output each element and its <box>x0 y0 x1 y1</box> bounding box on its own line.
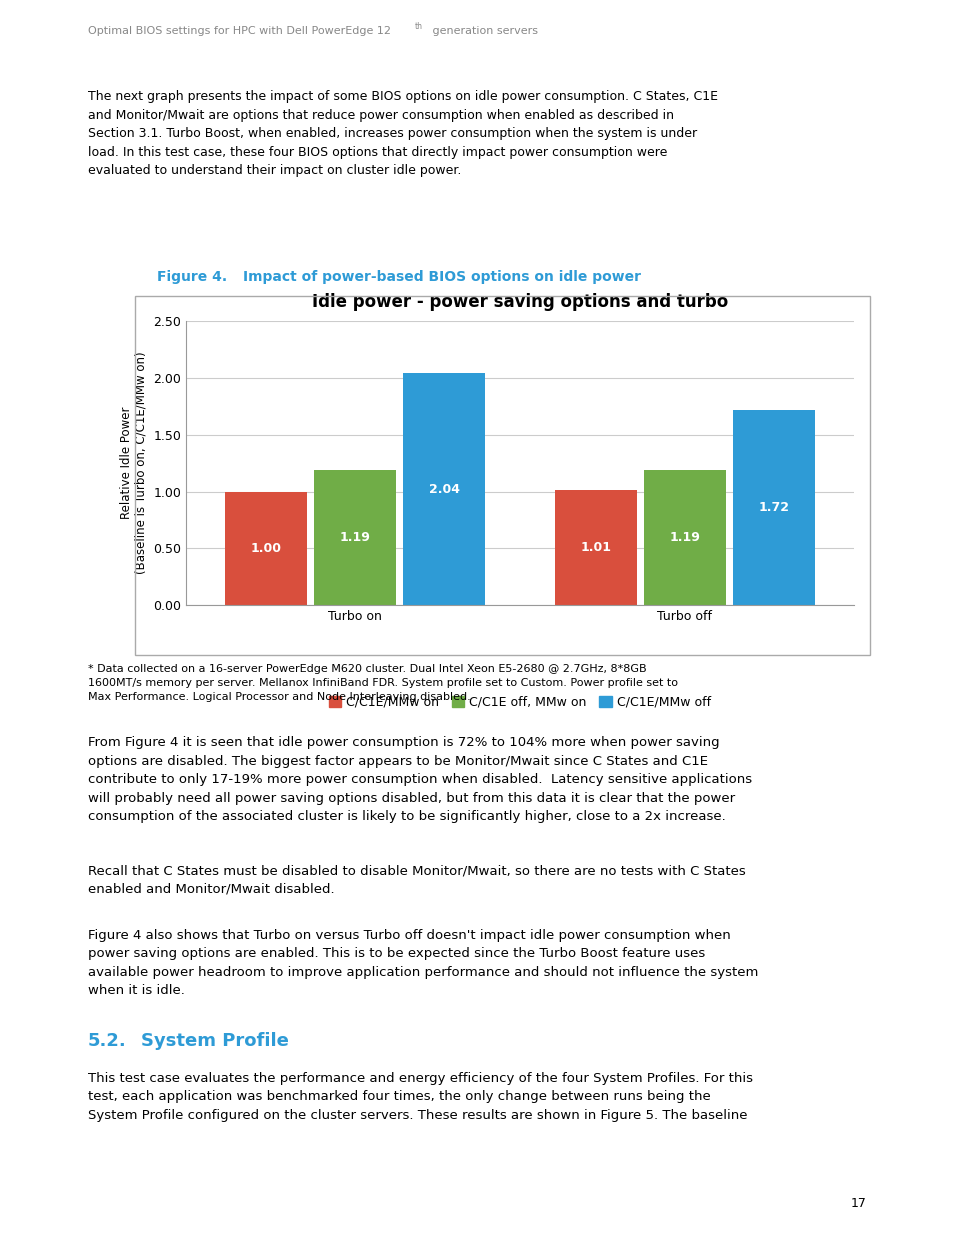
Text: 1.72: 1.72 <box>758 501 788 514</box>
Text: th: th <box>415 22 422 31</box>
Text: 1.01: 1.01 <box>579 541 611 555</box>
Text: 17: 17 <box>849 1197 865 1210</box>
Text: System Profile: System Profile <box>141 1032 289 1051</box>
Text: 5.2.: 5.2. <box>88 1032 127 1051</box>
Y-axis label: Relative Idle Power
(Baseline is Turbo on, C/C1E/MMw on): Relative Idle Power (Baseline is Turbo o… <box>119 352 148 574</box>
Text: The next graph presents the impact of some BIOS options on idle power consumptio: The next graph presents the impact of so… <box>88 90 717 177</box>
Bar <box>225 492 307 605</box>
Bar <box>314 471 395 605</box>
Text: 2.04: 2.04 <box>428 483 459 495</box>
Bar <box>643 471 725 605</box>
Text: generation servers: generation servers <box>429 26 537 36</box>
Text: This test case evaluates the performance and energy efficiency of the four Syste: This test case evaluates the performance… <box>88 1072 752 1121</box>
Bar <box>554 490 636 605</box>
Text: Figure 4 also shows that Turbo on versus Turbo off doesn't impact idle power con: Figure 4 also shows that Turbo on versus… <box>88 929 758 997</box>
Title: Idle power - power saving options and turbo: Idle power - power saving options and tu… <box>312 293 727 311</box>
Text: Optimal BIOS settings for HPC with Dell PowerEdge 12: Optimal BIOS settings for HPC with Dell … <box>88 26 391 36</box>
Text: 1.19: 1.19 <box>668 531 700 545</box>
Legend: C/C1E/MMw on, C/C1E off, MMw on, C/C1E/MMw off: C/C1E/MMw on, C/C1E off, MMw on, C/C1E/M… <box>324 690 715 714</box>
Text: From Figure 4 it is seen that idle power consumption is 72% to 104% more when po: From Figure 4 it is seen that idle power… <box>88 736 751 823</box>
Text: * Data collected on a 16-server PowerEdge M620 cluster. Dual Intel Xeon E5-2680 : * Data collected on a 16-server PowerEdg… <box>88 664 677 701</box>
Text: 1.00: 1.00 <box>251 542 281 555</box>
Text: Figure 4.: Figure 4. <box>157 270 228 284</box>
Bar <box>732 410 814 605</box>
Text: 1.19: 1.19 <box>339 531 371 545</box>
Text: Impact of power-based BIOS options on idle power: Impact of power-based BIOS options on id… <box>243 270 640 284</box>
Bar <box>403 373 485 605</box>
Text: Recall that C States must be disabled to disable Monitor/Mwait, so there are no : Recall that C States must be disabled to… <box>88 864 744 897</box>
